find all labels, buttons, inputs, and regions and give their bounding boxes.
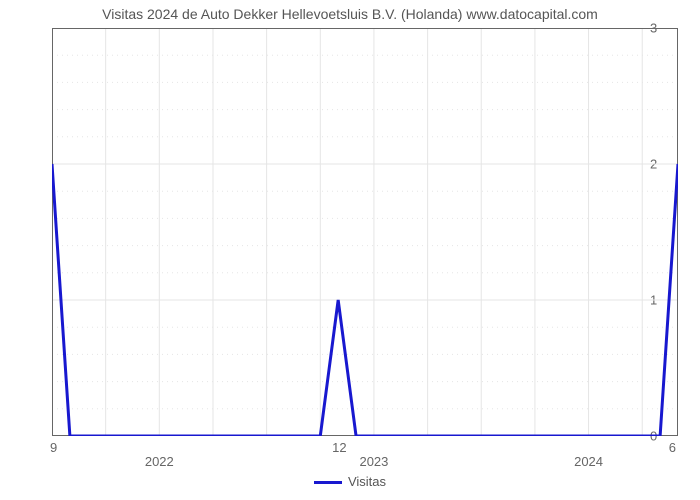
plot-area <box>52 28 678 436</box>
line-chart: Visitas 2024 de Auto Dekker Hellevoetslu… <box>0 0 700 500</box>
legend-label: Visitas <box>348 474 386 489</box>
legend: Visitas <box>0 474 700 489</box>
chart-title: Visitas 2024 de Auto Dekker Hellevoetslu… <box>0 6 700 22</box>
x-corner-center: 12 <box>332 440 346 455</box>
x-corner-left: 9 <box>50 440 57 455</box>
x-year-label: 2023 <box>359 454 388 469</box>
x-year-label: 2022 <box>145 454 174 469</box>
x-year-label: 2024 <box>574 454 603 469</box>
x-corner-right: 6 <box>669 440 676 455</box>
legend-swatch <box>314 481 342 484</box>
